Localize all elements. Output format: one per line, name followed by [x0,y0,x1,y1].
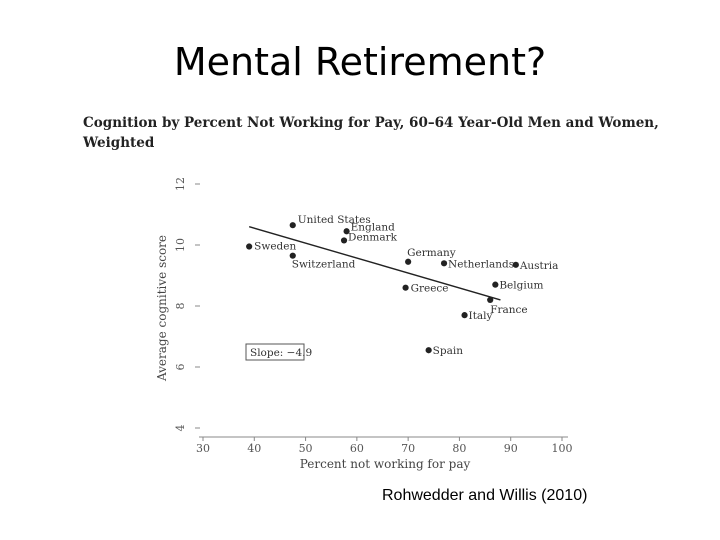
point-label-england: England [351,221,396,233]
point-sweden [246,243,253,250]
y-axis-label: Average cognitive score [155,235,169,382]
slope-label: Slope: −4.9 [250,347,312,359]
point-netherlands [440,260,448,267]
x-tick-label-90: 90 [504,442,518,455]
x-tick-label-30: 30 [196,442,210,455]
x-tick-label-60: 60 [350,442,364,455]
x-tick-label-100: 100 [552,442,573,455]
point-spain [425,347,432,354]
x-tick-label-70: 70 [401,442,415,455]
x-tick-label-50: 50 [299,442,313,455]
point-label-belgium: Belgium [499,280,543,292]
point-label-denmark: Denmark [348,231,398,243]
point-greece [402,284,409,291]
chart-title: Cognition by Percent Not Working for Pay… [83,115,659,151]
point-label-spain: Spain [433,345,464,357]
y-tick-label-8: 8 [174,303,187,310]
point-label-netherlands: Netherlands [448,258,514,270]
slope-box [245,343,305,361]
point-label-austria: Austria [519,260,559,272]
point-germany [405,258,412,265]
point-label-germany: Germany [407,247,456,259]
x-tick-label-80: 80 [452,442,466,455]
point-switzerland [289,252,296,259]
point-label-italy: Italy [469,310,493,322]
y-tick-label-12: 12 [174,177,187,191]
x-tick-label-40: 40 [247,442,261,455]
y-tick-label-6: 6 [174,364,187,371]
slide-title: Mental Retirement? [173,40,547,84]
axes: 30 40 50 60 70 80 90 100 4 6 8 10 12 Percent not work… [155,177,573,471]
point-label-united-states: United States [298,214,371,226]
x-axis-label: Percent not working for pay [300,457,471,471]
point-england [343,228,350,235]
y-tick-label-4: 4 [174,425,187,432]
annotation-group: Slope: −4.9 [245,343,312,361]
point-label-sweden: Sweden [254,241,296,253]
source-citation: Rohwedder and Willis (2010) [382,487,588,504]
point-label-switzerland: Switzerland [292,259,356,271]
fit-line [248,226,501,301]
point-denmark [340,237,348,244]
y-tick-label-10: 10 [174,238,187,252]
point-italy [461,312,468,319]
point-austria [512,261,519,268]
fit-line-group [248,226,501,301]
point-label-france: France [490,304,527,316]
point-united-states [289,222,296,229]
point-france [487,296,494,303]
point-label-greece: Greece [411,283,449,295]
point-belgium [492,281,499,288]
